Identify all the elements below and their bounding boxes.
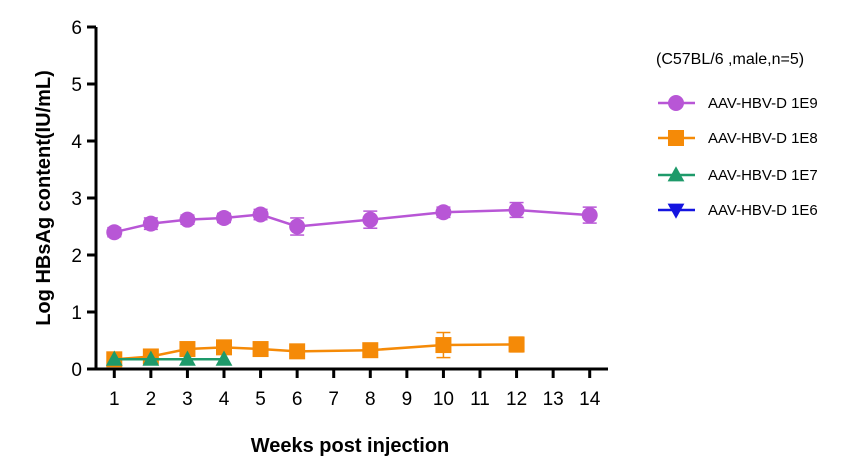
series-line-2 (114, 343, 517, 361)
y-axis-title: Log HBsAg content(IU/mL) (33, 70, 55, 326)
y-tick-label-2: 2 (71, 246, 82, 267)
data-point (142, 350, 160, 366)
legend-item-2: AAV-HBV-D 1E8 (658, 130, 818, 147)
x-axis-title: Weeks post injection (251, 435, 450, 457)
series-2 (106, 331, 525, 368)
x-tick-label-7: 7 (328, 389, 339, 410)
data-point (142, 215, 159, 232)
x-tick-label-14: 14 (579, 389, 601, 410)
x-tick-label-6: 6 (292, 389, 303, 410)
x-tick-label-9: 9 (402, 389, 413, 410)
series-3 (105, 350, 233, 366)
x-tick-label-12: 12 (506, 389, 527, 410)
data-point (179, 341, 196, 358)
data-point (252, 206, 269, 223)
data-point (179, 211, 196, 228)
y-tick-label-1: 1 (71, 303, 82, 324)
x-tick-label-3: 3 (182, 389, 193, 410)
series-line-1 (114, 208, 590, 234)
x-tick-label-2: 2 (146, 389, 157, 410)
legend-marker (668, 130, 684, 146)
x-tick-label-10: 10 (433, 389, 454, 410)
data-point (435, 204, 452, 221)
data-point (179, 350, 196, 366)
legend-label-3: AAV-HBV-D 1E7 (708, 167, 818, 184)
legend-marker (667, 166, 685, 182)
data-point (216, 339, 232, 356)
legend-item-4: AAV-HBV-D 1E6 (658, 202, 818, 219)
legend-item-3: AAV-HBV-D 1E7 (658, 166, 818, 184)
y-tick-label-3: 3 (71, 189, 82, 210)
data-point (508, 201, 525, 218)
legend-label-1: AAV-HBV-D 1E9 (708, 95, 818, 112)
x-tick-label-11: 11 (470, 389, 490, 410)
data-point (362, 342, 379, 359)
series-1 (106, 201, 598, 241)
legend: (C57BL/6 ,male,n=5) AAV-HBV-D 1E9 AAV-HBV… (656, 51, 818, 219)
data-point (362, 211, 379, 228)
x-tick-label-4: 4 (219, 389, 230, 410)
data-point (215, 350, 233, 366)
y-tick-label-5: 5 (71, 75, 82, 96)
data-point (581, 207, 598, 224)
x-tick-label-8: 8 (365, 389, 376, 410)
data-point (105, 350, 123, 366)
data-point (508, 336, 525, 353)
data-point (289, 218, 306, 235)
y-tick-label-4: 4 (71, 132, 82, 153)
legend-title: (C57BL/6 ,male,n=5) (656, 51, 804, 68)
x-tick-label-1: 1 (109, 389, 120, 410)
legend-item-1: AAV-HBV-D 1E9 (658, 95, 818, 112)
legend-label-4: AAV-HBV-D 1E6 (708, 202, 818, 219)
legend-marker (668, 95, 684, 111)
x-tick-label-5: 5 (255, 389, 266, 410)
data-point (435, 337, 452, 354)
data-point (216, 209, 232, 226)
legend-label-2: AAV-HBV-D 1E8 (708, 130, 818, 147)
x-tick-label-13: 13 (543, 389, 564, 410)
y-tick-label-6: 6 (71, 18, 82, 39)
data-point (252, 341, 269, 358)
y-tick-label-0: 0 (71, 360, 82, 381)
data-point (106, 224, 123, 241)
data-point (289, 343, 306, 360)
series-layer (105, 201, 598, 368)
legend-marker (667, 203, 685, 219)
